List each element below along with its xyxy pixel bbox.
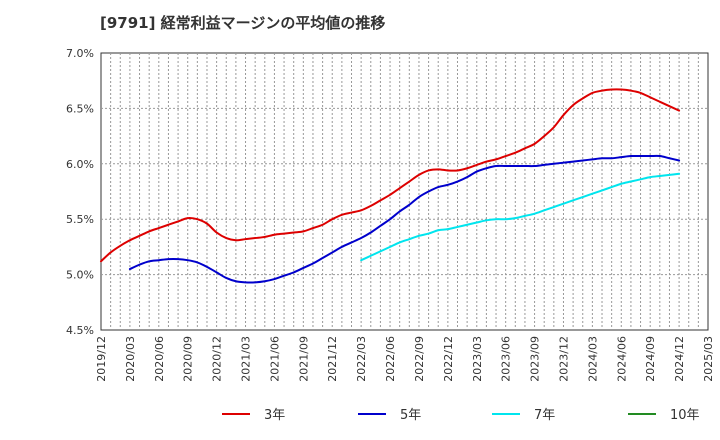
plot-area: [100, 52, 709, 331]
y-tick-label: 5.5%: [66, 213, 94, 226]
y-axis-ticks: 4.5% 5.0% 5.5% 6.0% 6.5% 7.0%: [66, 47, 94, 337]
x-tick-label: 2021/06: [268, 336, 281, 382]
x-tick-label: 2022/06: [384, 336, 397, 382]
x-tick-label: 2021/12: [326, 336, 339, 382]
x-tick-label: 2019/12: [95, 336, 108, 382]
y-tick-label: 6.0%: [66, 158, 94, 171]
x-tick-label: 2021/09: [297, 336, 310, 382]
series-line-5年: [128, 154, 681, 284]
x-tick-label: 2022/09: [413, 336, 426, 382]
x-tick-label: 2023/06: [500, 336, 513, 382]
legend-label: 10年: [670, 408, 700, 423]
x-tick-label: 2022/12: [442, 336, 455, 382]
x-tick-label: 2021/03: [240, 336, 253, 382]
x-tick-label: 2023/12: [557, 336, 570, 382]
y-tick-label: 4.5%: [66, 324, 94, 337]
x-tick-label: 2023/03: [471, 336, 484, 382]
chart-title: [9791] 経常利益マージンの平均値の推移: [100, 14, 385, 32]
series-line-7年: [360, 172, 681, 262]
x-tick-label: 2024/12: [673, 336, 686, 382]
x-tick-label: 2022/03: [355, 336, 368, 382]
x-tick-label: 2020/12: [211, 336, 224, 382]
legend-label: 3年: [264, 408, 285, 423]
x-tick-label: 2020/03: [124, 336, 137, 382]
y-tick-label: 5.0%: [66, 269, 94, 282]
x-tick-label: 2024/03: [586, 336, 599, 382]
series-lines: [100, 88, 681, 284]
x-tick-label: 2024/06: [615, 336, 628, 382]
series-line-3年: [100, 88, 681, 263]
x-tick-label: 2020/09: [182, 336, 195, 382]
y-tick-label: 7.0%: [66, 47, 94, 60]
y-tick-label: 6.5%: [66, 102, 94, 115]
x-tick-label: 2025/03: [702, 336, 715, 382]
x-axis-ticks: 2019/12 2020/03 2020/06 2020/09 2020/12 2021/…: [95, 336, 715, 382]
x-tick-label: 2024/09: [644, 336, 657, 382]
x-tick-label: 2023/09: [529, 336, 542, 382]
legend-label: 5年: [400, 408, 421, 423]
legend: 3年 5年 7年 10年: [222, 408, 700, 423]
grid-lines: [101, 53, 708, 330]
x-tick-label: 2020/06: [153, 336, 166, 382]
legend-label: 7年: [534, 408, 555, 423]
